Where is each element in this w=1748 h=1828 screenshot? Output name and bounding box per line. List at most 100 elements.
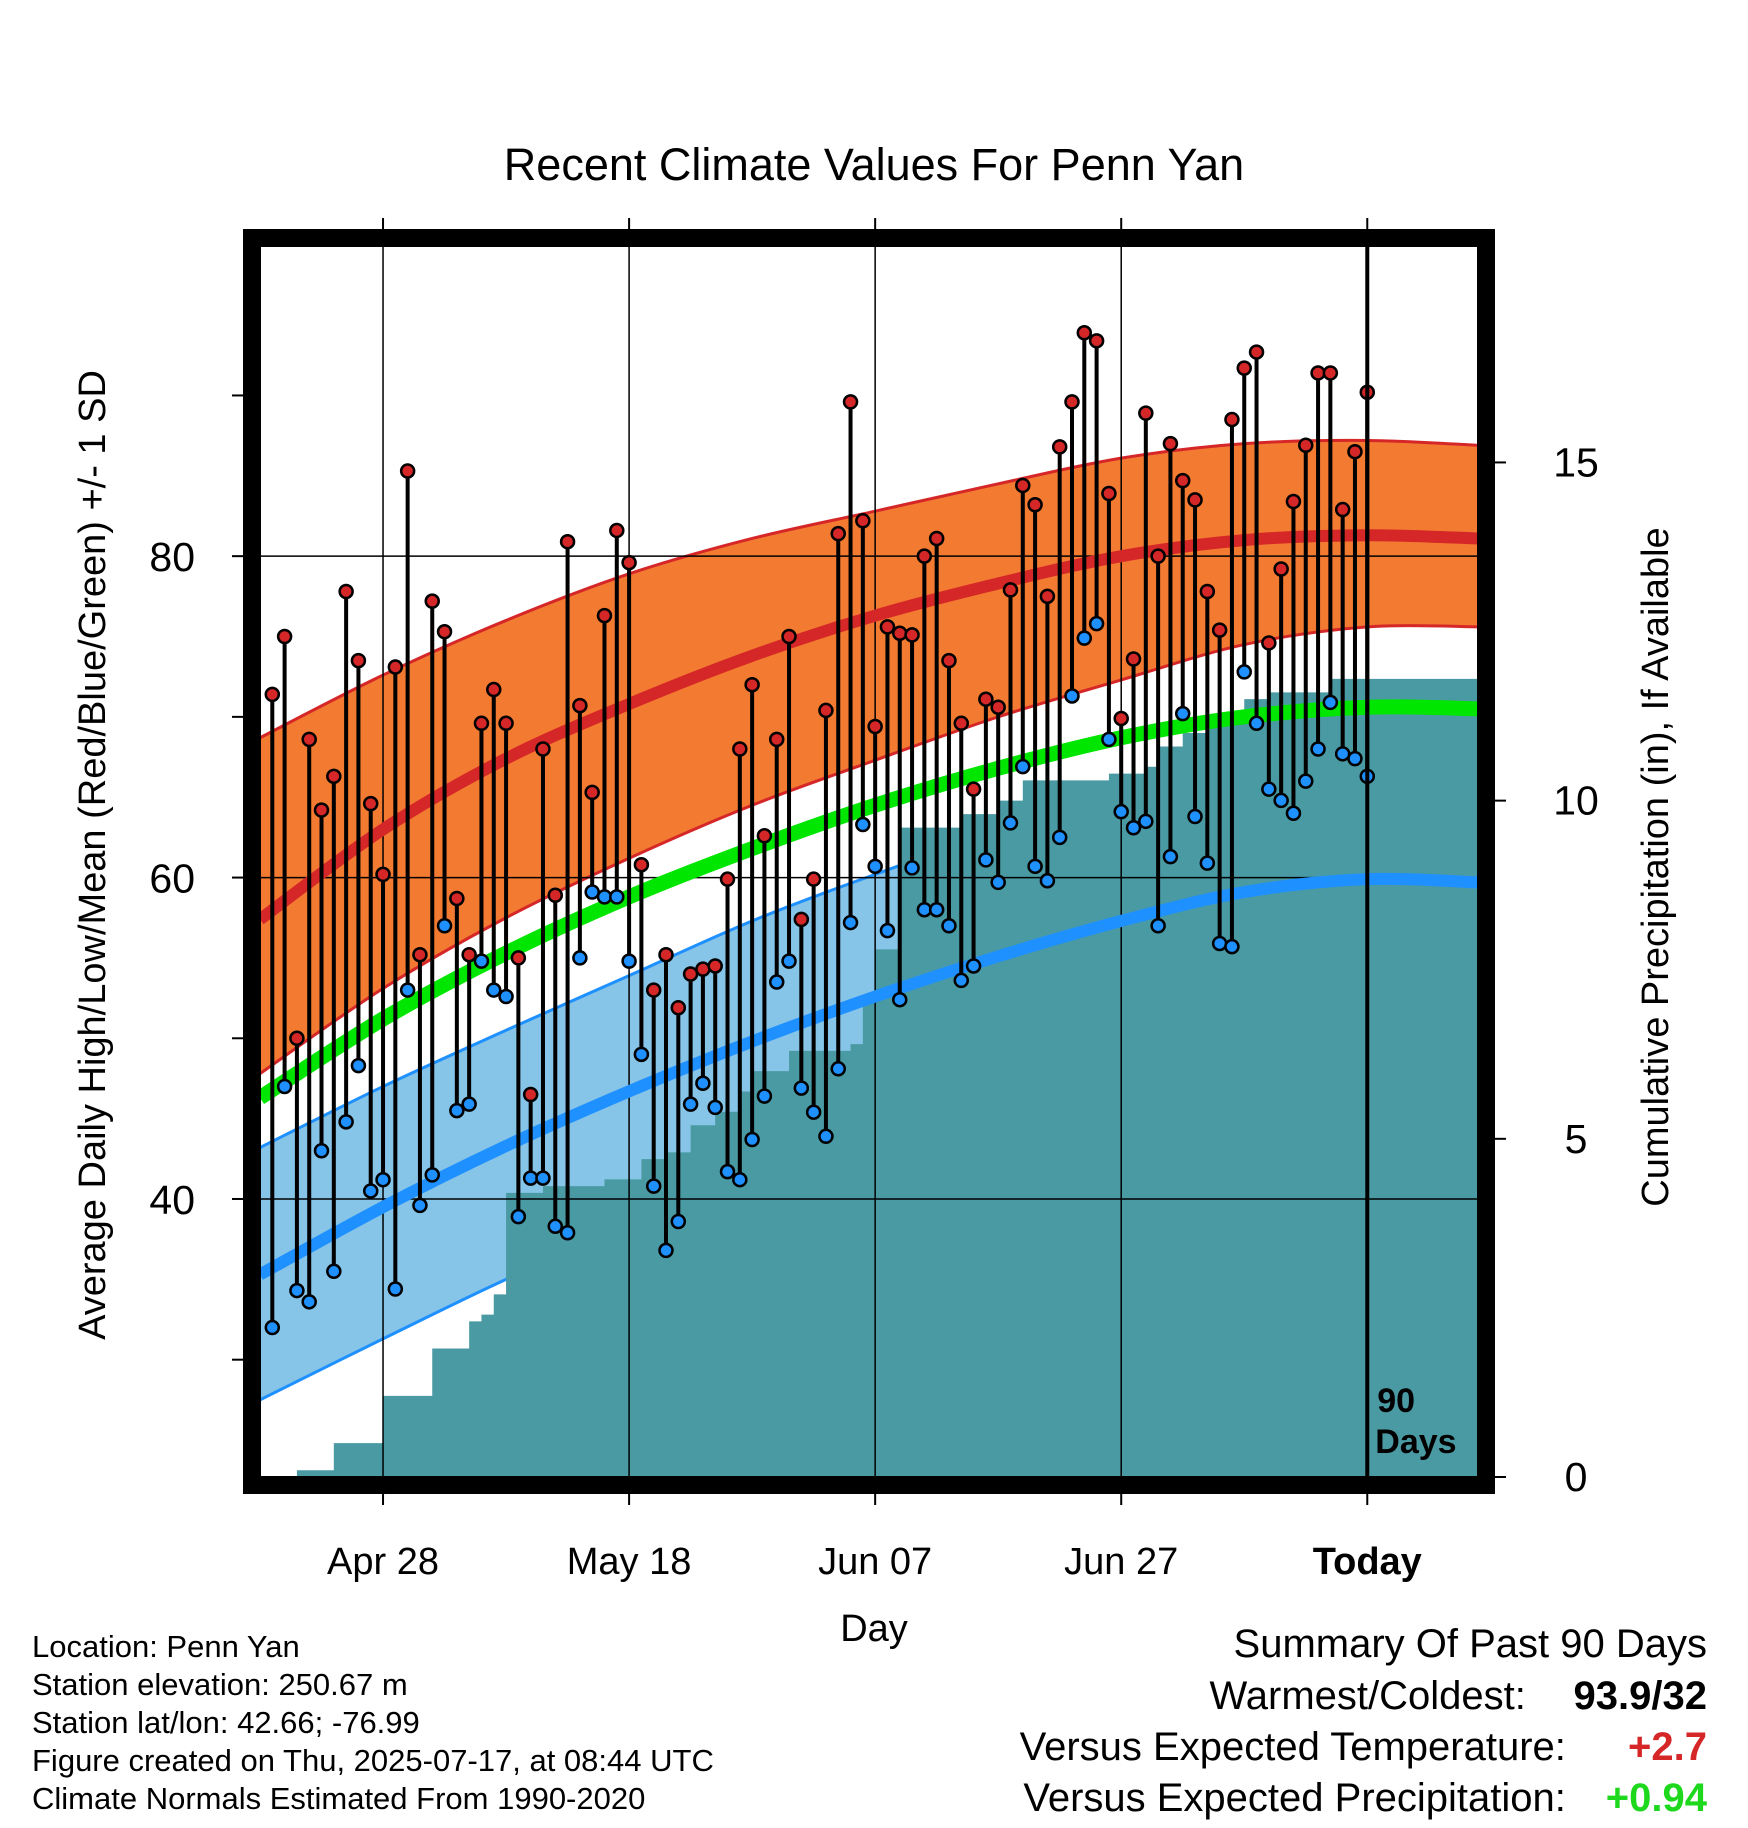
elevation-text: Station elevation: 250.67 m	[32, 1667, 408, 1702]
daily-low-point	[424, 1167, 440, 1183]
daily-low-point	[978, 852, 994, 868]
daily-low-point	[449, 1102, 465, 1119]
daily-low-point	[1138, 813, 1154, 830]
daily-high-point	[289, 1030, 305, 1047]
daily-low-point	[658, 1242, 674, 1259]
daily-high-point	[1150, 548, 1166, 564]
daily-low-point	[535, 1170, 551, 1186]
daily-high-point	[953, 715, 970, 732]
x-tick-label: Today	[1313, 1541, 1422, 1583]
daily-high-point	[535, 741, 551, 757]
daily-low-point	[596, 889, 613, 905]
daily-low-point	[473, 953, 490, 969]
daily-low-point	[1113, 803, 1129, 820]
daily-high-point	[1101, 485, 1117, 502]
daily-high-point	[892, 625, 908, 642]
daily-high-point	[436, 623, 453, 640]
today-days-number: 90	[1377, 1382, 1415, 1420]
daily-high-point	[1064, 394, 1080, 410]
summary-warmest-coldest: Warmest/Coldest: 93.9/32	[1210, 1674, 1708, 1719]
x-axis-label: Day	[840, 1608, 908, 1650]
daily-low-point	[1322, 694, 1339, 711]
daily-high-point	[326, 768, 342, 785]
daily-high-point	[1162, 435, 1179, 452]
daily-low-point	[941, 918, 957, 934]
daily-high-point	[510, 950, 527, 966]
daily-low-point	[326, 1263, 342, 1280]
plot-frame	[243, 229, 1495, 1494]
daily-high-point	[449, 890, 465, 907]
summary-title: Summary Of Past 90 Days	[1233, 1622, 1707, 1666]
daily-high-point	[486, 681, 502, 698]
daily-low-point	[1298, 773, 1314, 789]
daily-low-point	[867, 858, 883, 875]
daily-low-point	[645, 1178, 662, 1194]
daily-low-point	[707, 1099, 723, 1116]
y-tick-label: 80	[149, 534, 195, 580]
location-text: Location: Penn Yan	[32, 1629, 300, 1664]
daily-high-point	[1248, 344, 1265, 360]
daily-low-point	[510, 1208, 527, 1225]
daily-high-point	[609, 522, 625, 539]
daily-high-point	[732, 741, 748, 757]
y2-tick-label: 10	[1553, 778, 1599, 824]
x-tick-label: Apr 28	[327, 1541, 439, 1583]
daily-high-point	[264, 686, 281, 703]
daily-high-point	[621, 554, 637, 571]
daily-low-point	[1150, 918, 1166, 934]
daily-high-point	[1199, 583, 1216, 600]
daily-low-point	[1310, 741, 1326, 757]
daily-high-point	[1298, 437, 1314, 454]
daily-low-point	[1101, 731, 1117, 748]
daily-high-point	[1138, 405, 1154, 421]
daily-low-point	[1162, 848, 1179, 865]
daily-high-point	[867, 718, 883, 735]
daily-low-point	[1076, 630, 1093, 646]
daily-low-point	[436, 918, 453, 934]
daily-high-point	[1261, 635, 1277, 651]
precipitation-area	[260, 678, 1478, 1477]
daily-low-point	[1347, 750, 1363, 767]
daily-high-point	[1224, 411, 1240, 428]
daily-low-point	[830, 1061, 846, 1077]
daily-high-point	[522, 1086, 539, 1103]
daily-high-point	[842, 394, 859, 410]
daily-low-point	[1248, 715, 1265, 732]
daily-low-point	[904, 860, 920, 876]
daily-high-point	[399, 463, 416, 479]
daily-low-point	[313, 1143, 330, 1159]
normals-source-text: Climate Normals Estimated From 1990-2020	[32, 1781, 646, 1816]
daily-high-point	[818, 702, 834, 719]
daily-high-point	[473, 715, 490, 732]
daily-high-point	[572, 697, 588, 714]
daily-low-point	[879, 922, 896, 939]
daily-low-point	[1334, 746, 1351, 762]
daily-high-point	[879, 619, 896, 635]
daily-high-point	[424, 593, 440, 609]
latlon-text: Station lat/lon: 42.66; -76.99	[32, 1705, 420, 1740]
daily-low-point	[805, 1104, 822, 1120]
daily-low-point	[559, 1224, 576, 1241]
summary-temp-departure: Versus Expected Temperature: +2.7	[1020, 1725, 1707, 1770]
daily-low-point	[719, 1163, 736, 1180]
daily-low-point	[793, 1080, 810, 1096]
daily-high-point	[1039, 588, 1056, 605]
daily-high-point	[559, 533, 576, 550]
daily-high-point	[744, 676, 760, 693]
daily-high-point	[301, 731, 317, 748]
daily-low-point	[633, 1046, 650, 1063]
precip-departure-value: +0.94	[1605, 1776, 1707, 1820]
y-axis-label: Average Daily High/Low/Mean (Red/Blue/Gr…	[72, 370, 114, 1340]
daily-low-point	[276, 1078, 293, 1095]
daily-high-point	[805, 871, 822, 887]
daily-low-point	[928, 901, 945, 918]
daily-high-point	[1187, 492, 1203, 508]
daily-low-point	[584, 884, 600, 900]
daily-low-point	[744, 1131, 760, 1148]
temp-departure-label: Versus Expected Temperature:	[1019, 1725, 1566, 1769]
daily-high-point	[498, 715, 514, 732]
daily-low-point	[1088, 615, 1105, 632]
daily-high-point	[695, 961, 711, 977]
daily-low-point	[1125, 820, 1142, 836]
x-tick-label: Jun 07	[818, 1541, 932, 1583]
